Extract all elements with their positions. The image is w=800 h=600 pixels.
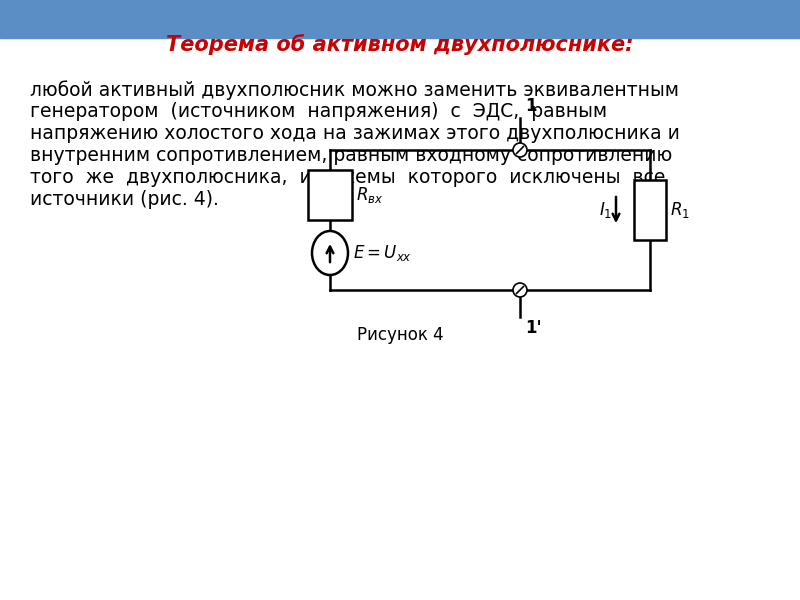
Text: $E=U_{xx}$: $E=U_{xx}$	[353, 243, 412, 263]
Text: 1: 1	[525, 97, 537, 115]
Text: любой активный двухполюсник можно заменить эквивалентным: любой активный двухполюсник можно замени…	[30, 80, 679, 100]
Text: $R_1$: $R_1$	[670, 200, 690, 220]
Text: Теорема об активном двухполюснике:: Теорема об активном двухполюснике:	[166, 35, 634, 55]
Text: того  же  двухполюсника,  из  схемы  которого  исключены  все: того же двухполюсника, из схемы которого…	[30, 168, 666, 187]
Text: источники (рис. 4).: источники (рис. 4).	[30, 190, 219, 209]
Text: генератором  (источником  напряжения)  с  ЭДС,  равным: генератором (источником напряжения) с ЭД…	[30, 102, 607, 121]
Text: 1': 1'	[525, 319, 542, 337]
Text: внутренним сопротивлением, равным входному сопротивлению: внутренним сопротивлением, равным входно…	[30, 146, 672, 165]
Bar	[308, 170, 352, 220]
Text: $I_1$: $I_1$	[598, 200, 612, 220]
Text: напряжению холостого хода на зажимах этого двухполюсника и: напряжению холостого хода на зажимах это…	[30, 124, 680, 143]
Text: $R_{вх}$: $R_{вх}$	[356, 185, 383, 205]
Ellipse shape	[513, 283, 527, 297]
Bar	[634, 180, 666, 240]
Ellipse shape	[312, 231, 348, 275]
Ellipse shape	[513, 143, 527, 157]
Bar	[0, 0, 800, 38]
Text: Рисунок 4: Рисунок 4	[357, 326, 443, 344]
